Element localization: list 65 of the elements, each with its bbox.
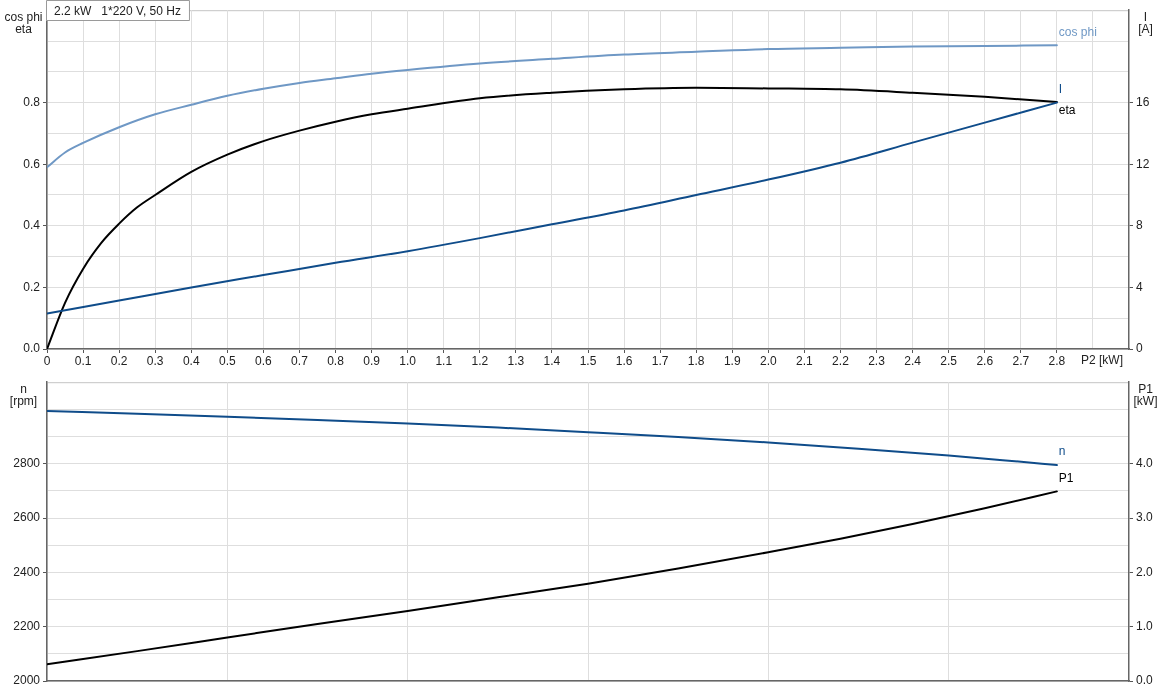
series-label: n (1058, 444, 1066, 459)
y-axis-title: cos phi eta (4, 9, 43, 36)
y-tick-label: 0.4 (23, 218, 41, 233)
y2-tick-label: 0.0 (1136, 673, 1154, 688)
y-tick-label: 2000 (13, 673, 41, 688)
y-tick-label: 2800 (13, 456, 41, 470)
x-tick-label: 1.9 (723, 353, 741, 368)
x-tick-label: 0.2 (110, 353, 128, 368)
x-tick-label: 2.6 (976, 353, 994, 368)
y-tick-label: 0.0 (23, 341, 41, 356)
x-tick-label: 0.9 (363, 353, 381, 368)
y2-tick-label: 8 (1136, 218, 1143, 233)
y-tick-label: 2600 (13, 510, 41, 525)
line-series (47, 86, 1058, 349)
x-tick-label: 0.5 (218, 353, 236, 368)
y-tick-label: 0.8 (23, 94, 41, 109)
x-tick-label: 2.0 (759, 353, 777, 368)
x-tick-label: 2.1 (796, 353, 814, 368)
series-label: P1 (1058, 470, 1074, 485)
series-label: eta (1058, 103, 1076, 118)
x-tick-label: 2.7 (1012, 353, 1030, 368)
x-tick-label: 0.8 (327, 353, 345, 368)
line-series (47, 409, 1058, 467)
line-series (47, 44, 1058, 169)
line-series (47, 101, 1058, 315)
x-tick-label: 2.5 (940, 353, 958, 368)
x-tick-label: 2.2 (832, 353, 850, 368)
x-tick-label: 2.4 (904, 353, 922, 368)
y2-tick-label: 2.0 (1136, 564, 1154, 579)
y2-tick-label: 12 (1136, 156, 1150, 171)
x-axis-title: P2 [kW] (1080, 353, 1123, 368)
line-series (47, 490, 1058, 666)
x-tick-label: 0.3 (146, 353, 164, 368)
x-tick-label: 1.0 (399, 353, 417, 368)
x-tick-label: 2.3 (868, 353, 886, 368)
series-label: I (1058, 81, 1063, 96)
y-tick-label: 2200 (13, 618, 41, 633)
x-tick-label: 0 (43, 353, 51, 368)
x-tick-label: 1.4 (543, 353, 561, 368)
x-tick-label: 1.1 (435, 353, 453, 368)
y2-tick-label: 3.0 (1136, 510, 1154, 525)
x-tick-label: 1.8 (687, 353, 705, 368)
y-tick-label: 0.2 (23, 279, 41, 294)
y-tick-label: 0.6 (23, 156, 41, 171)
y2-axis-title: P1 [kW] (1133, 381, 1158, 408)
x-tick-label: 1.7 (651, 353, 669, 368)
y-tick-label: 2400 (13, 564, 41, 579)
x-tick-label: 0.6 (255, 353, 273, 368)
x-tick-label: 1.5 (579, 353, 597, 368)
x-tick-label: 0.7 (291, 353, 309, 368)
x-tick-label: 0.1 (74, 353, 92, 368)
y2-axis-title: I [A] (1138, 9, 1153, 36)
x-tick-label: 1.2 (471, 353, 489, 368)
y2-tick-label: 1.0 (1136, 618, 1154, 633)
x-tick-label: 1.6 (615, 353, 633, 368)
y2-tick-label: 4.0 (1136, 456, 1154, 470)
x-tick-label: 2.8 (1048, 353, 1066, 368)
x-tick-label: 1.3 (507, 353, 525, 368)
series-label: cos phi (1058, 24, 1097, 39)
y2-tick-label: 0 (1136, 341, 1143, 356)
chart-title: 2.2 kW 1*220 V, 50 Hz (54, 3, 181, 18)
x-tick-label: 0.4 (182, 353, 200, 368)
y2-tick-label: 16 (1136, 94, 1150, 109)
y2-tick-label: 4 (1136, 279, 1143, 294)
y-axis-title: n [rpm] (9, 381, 38, 408)
